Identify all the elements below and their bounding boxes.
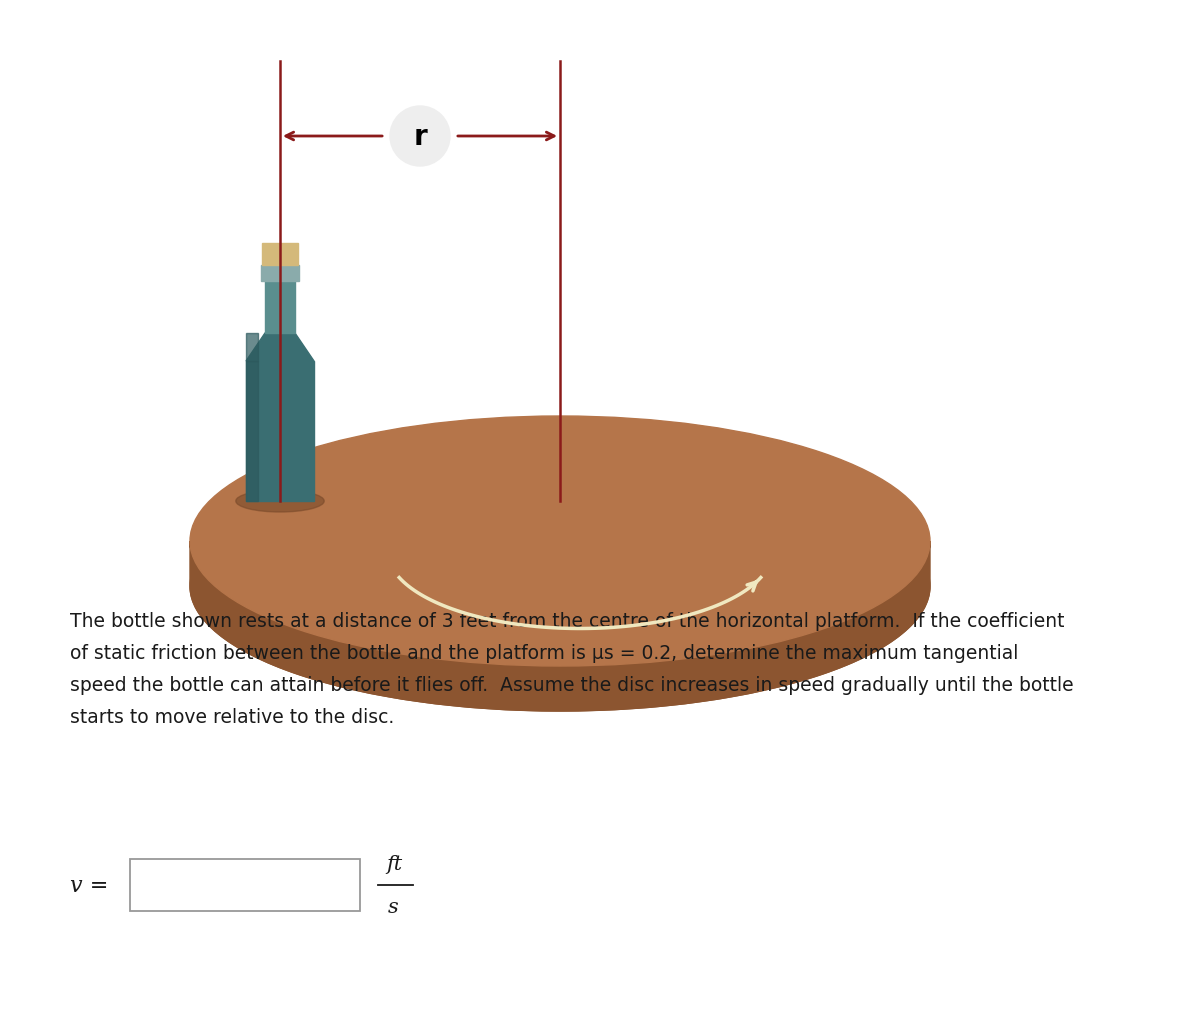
FancyBboxPatch shape — [130, 859, 360, 911]
Text: s: s — [388, 897, 398, 916]
Ellipse shape — [190, 417, 930, 666]
Text: v =: v = — [70, 875, 108, 896]
Text: of static friction between the bottle and the platform is μs = 0.2, determine th: of static friction between the bottle an… — [70, 643, 1019, 662]
Bar — [265, 282, 295, 334]
Text: starts to move relative to the disc.: starts to move relative to the disc. — [70, 708, 395, 726]
Polygon shape — [190, 542, 930, 712]
Bar — [246, 362, 314, 501]
Circle shape — [390, 107, 450, 167]
Bar — [246, 362, 258, 501]
Ellipse shape — [236, 490, 324, 513]
Ellipse shape — [190, 462, 930, 712]
Text: speed the bottle can attain before it flies off.  Assume the disc increases in s: speed the bottle can attain before it fl… — [70, 675, 1074, 695]
Polygon shape — [246, 334, 314, 362]
Text: ft: ft — [386, 854, 402, 874]
Bar — [262, 266, 299, 282]
Text: The bottle shown rests at a distance of 3 feet from the centre of the horizontal: The bottle shown rests at a distance of … — [70, 612, 1064, 631]
Bar — [262, 244, 298, 266]
Bar — [246, 334, 258, 362]
Text: r: r — [413, 123, 427, 151]
